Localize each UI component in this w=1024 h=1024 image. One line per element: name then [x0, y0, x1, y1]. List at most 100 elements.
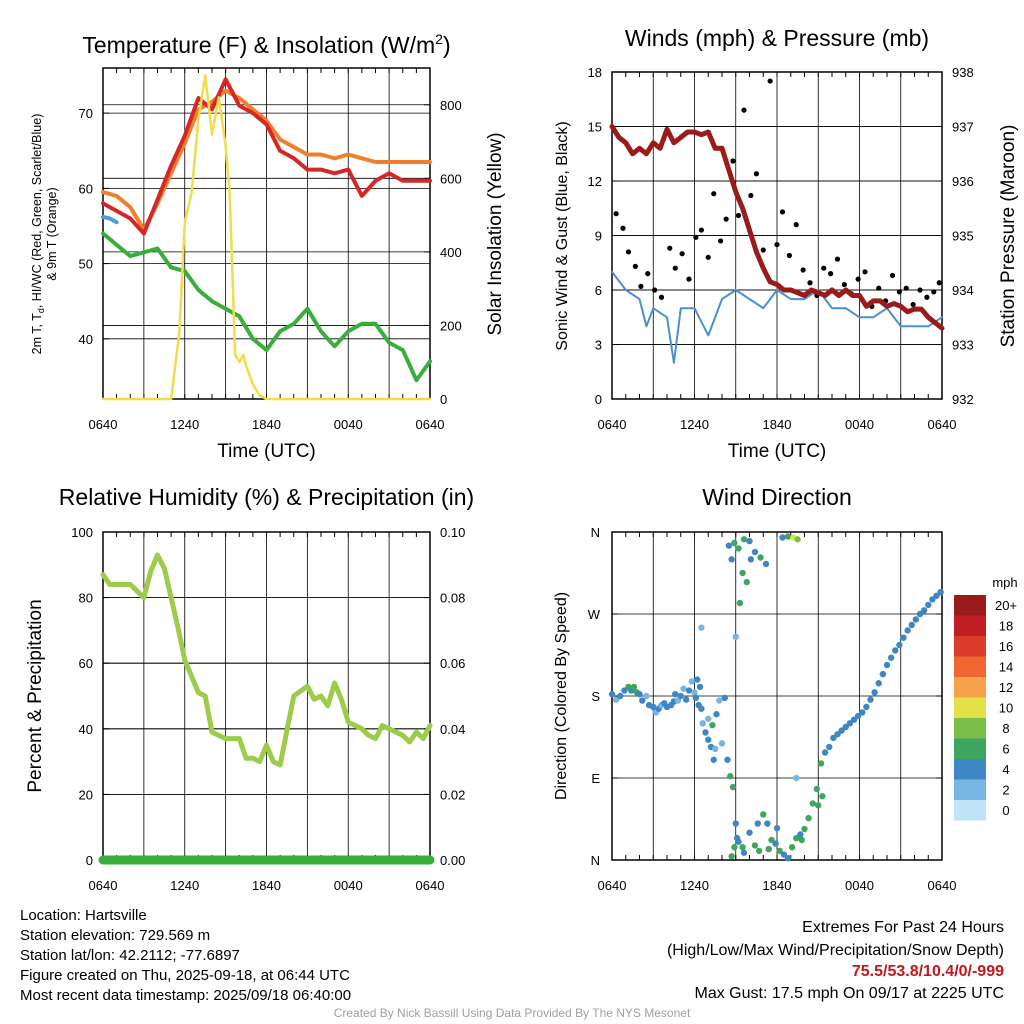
direction-point — [698, 624, 705, 631]
x-tick-label: 0040 — [845, 417, 874, 432]
direction-point — [643, 692, 650, 700]
direction-point — [805, 814, 812, 822]
direction-point — [757, 554, 764, 561]
direction-point — [830, 734, 837, 742]
direction-point — [854, 712, 862, 720]
direction-point — [709, 721, 716, 729]
direction-point — [867, 696, 874, 703]
y-tick-label: 80 — [79, 591, 93, 606]
direction-point — [933, 592, 940, 599]
max-gust: Max Gust: 17.5 mph On 09/17 at 2225 UTC — [694, 985, 1005, 1002]
direction-point — [672, 690, 679, 698]
direction-point — [883, 661, 891, 669]
gust-point — [855, 276, 861, 282]
station-info: Location: Hartsville Station elevation: … — [20, 906, 351, 1006]
x-tick-label: 1240 — [170, 878, 199, 893]
chart-title: Relative Humidity (%) & Precipitation (i… — [59, 484, 474, 510]
direction-point — [713, 711, 720, 718]
gust-point — [698, 227, 704, 233]
y2-tick-label: 0.00 — [440, 853, 465, 868]
station-location: Location: Hartsville — [20, 907, 147, 924]
direction-point — [817, 760, 825, 767]
direction-point — [788, 844, 796, 851]
direction-point — [772, 840, 779, 847]
direction-point — [834, 731, 841, 738]
gust-point — [711, 191, 717, 197]
direction-point — [838, 727, 845, 734]
gust-point — [834, 256, 841, 262]
direction-point — [937, 588, 944, 596]
colorbar-tick-label: 12 — [999, 680, 1013, 695]
colorbar-cell — [954, 656, 986, 677]
figure-created: Figure created on Thu, 2025-09-18, at 06… — [20, 967, 350, 984]
direction-point — [793, 834, 800, 842]
direction-point — [718, 740, 726, 747]
direction-point — [887, 654, 895, 661]
direction-point — [826, 743, 833, 751]
colorbar-tick-label: 10 — [999, 701, 1013, 716]
direction-point — [729, 783, 737, 791]
x-tick-label: 1240 — [170, 417, 199, 432]
y2-tick-label: 0 — [440, 392, 447, 407]
y-tick-label: 0 — [86, 853, 93, 868]
x-tick-label: 0640 — [89, 417, 118, 432]
y-tick-label: 40 — [79, 722, 93, 737]
direction-point — [760, 811, 767, 818]
gust-point — [793, 222, 799, 228]
gust-point — [652, 287, 658, 293]
extremes-panel: Extremes For Past 24 Hours (High/Low/Max… — [667, 916, 1004, 1005]
colorbar-tick-label: 16 — [999, 639, 1013, 654]
direction-point — [677, 692, 684, 700]
direction-point — [773, 824, 781, 832]
x-tick-label: 0640 — [416, 417, 445, 432]
x-tick-label: 0640 — [928, 417, 957, 432]
direction-point — [746, 829, 753, 836]
station-elevation: Station elevation: 729.569 m — [20, 927, 211, 944]
direction-point — [705, 736, 712, 743]
sonic-wind-line — [611, 270, 943, 364]
colorbar-cell — [954, 718, 986, 739]
gust-point — [718, 238, 724, 244]
meteogram-figure: Temperature (F) & Insolation (W/m2)40506… — [25, 25, 1019, 893]
direction-point — [768, 836, 775, 844]
direction-point — [754, 820, 761, 827]
gust-point — [767, 78, 773, 84]
extremes-subheading: (High/Low/Max Wind/Precipitation/Snow De… — [666, 942, 1004, 959]
direction-point — [694, 676, 701, 683]
x-tick-label: 0640 — [416, 878, 445, 893]
direction-point — [875, 680, 882, 687]
gust-point — [679, 251, 685, 257]
gust-point — [620, 225, 626, 231]
x-tick-label: 0040 — [845, 878, 874, 893]
x-tick-label: 1240 — [680, 417, 709, 432]
y2-tick-label: 933 — [952, 338, 974, 353]
direction-point — [904, 627, 911, 634]
gust-point — [889, 272, 896, 279]
gust-point — [748, 192, 754, 199]
x-axis-label: Time (UTC) — [728, 441, 827, 462]
direction-point — [929, 596, 936, 603]
y2-tick-label: 600 — [440, 171, 462, 186]
x-tick-label: 0640 — [598, 417, 627, 432]
direction-point — [896, 641, 903, 649]
gust-point — [632, 263, 638, 269]
gust-point — [841, 281, 847, 288]
y-tick-label: 50 — [79, 257, 93, 272]
gust-point — [828, 271, 834, 277]
direction-point — [798, 836, 805, 844]
y-tick-label: 40 — [79, 332, 93, 347]
gust-point — [667, 245, 673, 251]
y-tick-label: N — [591, 525, 600, 540]
gust-point — [924, 294, 930, 300]
direction-point — [650, 703, 657, 711]
colorbar-cell — [954, 738, 986, 759]
series-line-4 — [101, 231, 432, 383]
direction-point — [698, 705, 705, 712]
y2-axis-label: Station Pressure (Maroon) — [998, 125, 1019, 348]
direction-point — [743, 578, 750, 586]
x-tick-label: 0040 — [334, 878, 363, 893]
y-tick-label: 70 — [79, 106, 93, 121]
y2-tick-label: 400 — [440, 245, 462, 260]
gust-point — [903, 285, 909, 291]
direction-point — [809, 800, 816, 807]
